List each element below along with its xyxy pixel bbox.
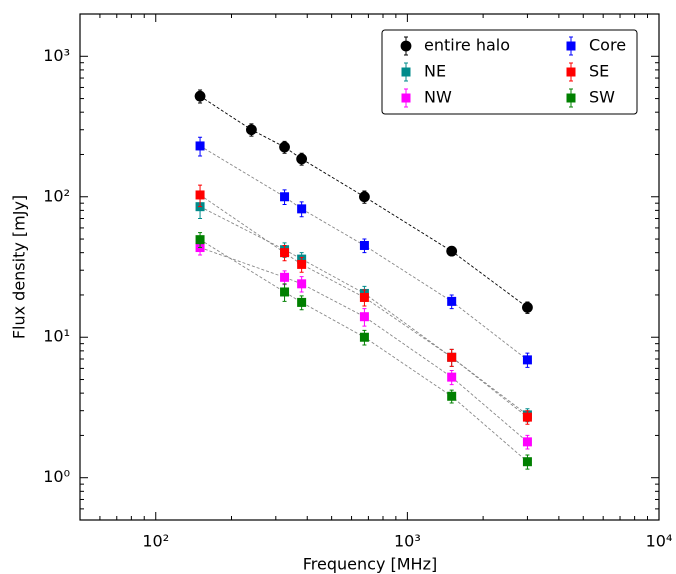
series [194, 89, 533, 314]
marker [194, 90, 206, 102]
marker [280, 192, 290, 202]
marker [522, 302, 533, 313]
marker [522, 355, 532, 365]
marker [359, 332, 369, 342]
marker [279, 141, 290, 153]
y-tick-label: 10³ [43, 46, 70, 65]
marker [195, 235, 205, 245]
marker [280, 272, 290, 282]
legend-marker [400, 40, 412, 52]
marker [280, 248, 290, 258]
marker [280, 287, 290, 297]
legend-label: Core [589, 36, 626, 55]
connecting-line [199, 206, 528, 416]
marker [297, 297, 307, 307]
legend-box [381, 29, 638, 115]
series [195, 232, 532, 470]
marker [447, 296, 457, 306]
plot-frame [79, 13, 660, 521]
x-tick-label: 10⁴ [646, 532, 673, 551]
marker [195, 141, 205, 151]
marker [296, 153, 308, 165]
marker [297, 259, 307, 269]
series [195, 196, 532, 423]
marker [447, 372, 457, 382]
connecting-line [199, 247, 528, 443]
connecting-line [199, 194, 528, 418]
legend-marker [566, 67, 576, 77]
marker [195, 190, 205, 200]
marker [522, 457, 532, 467]
legend-label: NW [424, 88, 452, 107]
legend-marker [566, 93, 576, 103]
legend-label: SE [589, 62, 609, 81]
x-tick-label: 10² [142, 532, 169, 551]
marker [522, 412, 532, 422]
connecting-line [199, 239, 528, 463]
series [195, 136, 532, 368]
series [195, 184, 532, 425]
marker [246, 124, 257, 136]
x-axis-label: Frequency [MHz] [303, 555, 437, 574]
legend-marker [566, 41, 576, 51]
legend-marker [401, 67, 411, 77]
y-tick-label: 10² [43, 186, 70, 205]
marker [447, 391, 457, 401]
connecting-line [199, 145, 528, 361]
marker [359, 312, 369, 322]
legend-marker [401, 93, 411, 103]
marker [359, 240, 369, 250]
marker [297, 279, 307, 289]
y-tick-label: 10¹ [43, 327, 70, 346]
y-axis-label: Flux density [mJy] [10, 195, 29, 339]
marker [522, 437, 532, 447]
legend-label: NE [424, 62, 446, 81]
x-tick-label: 10³ [394, 532, 421, 551]
y-tick-label: 10⁰ [43, 467, 70, 486]
legend-label: SW [589, 88, 615, 107]
legend: entire halo NE NW Core SE SW [381, 29, 638, 115]
marker [446, 245, 458, 257]
marker [447, 352, 457, 362]
legend-label: entire halo [424, 36, 510, 55]
marker [359, 191, 370, 203]
marker [297, 204, 307, 214]
marker [359, 292, 369, 302]
